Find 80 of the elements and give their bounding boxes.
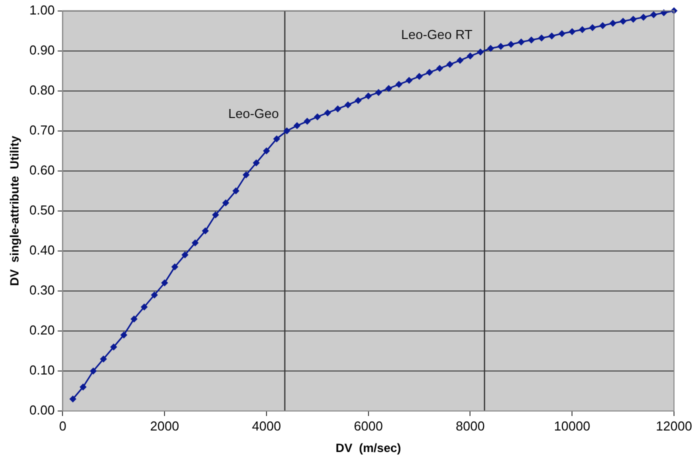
point — [110, 343, 118, 350]
point — [568, 28, 576, 36]
point — [528, 36, 535, 44]
point — [375, 88, 382, 96]
point — [446, 60, 454, 68]
point — [436, 64, 444, 72]
annotation: Leo-Geo — [228, 106, 279, 121]
y-tick-label: 0.20 — [29, 322, 55, 338]
point — [130, 315, 138, 322]
point — [426, 68, 433, 76]
point — [273, 135, 280, 142]
point — [558, 30, 566, 38]
point — [304, 118, 311, 125]
point — [90, 367, 97, 374]
y-tick-label: 0.00 — [29, 402, 55, 418]
point — [222, 199, 230, 206]
point — [344, 101, 352, 108]
point — [364, 92, 372, 100]
y-tick-label: 1.00 — [29, 2, 55, 18]
point — [100, 355, 107, 362]
point — [650, 11, 658, 18]
point — [120, 331, 128, 338]
point — [354, 96, 362, 104]
point — [171, 263, 178, 270]
point — [283, 127, 290, 134]
point — [538, 34, 546, 42]
point — [385, 84, 392, 92]
x-tick-label: 2000 — [150, 418, 180, 434]
point — [588, 24, 596, 32]
point — [609, 20, 616, 27]
point — [192, 239, 199, 246]
point — [242, 171, 250, 178]
point — [212, 211, 220, 218]
point — [416, 72, 423, 80]
point — [599, 22, 606, 30]
y-tick-label: 0.80 — [29, 82, 55, 98]
point — [69, 395, 76, 402]
point — [456, 56, 464, 64]
point — [497, 42, 504, 50]
y-axis-title: DV single-attribute Utility — [8, 136, 22, 286]
y-tick-label: 0.60 — [29, 162, 55, 178]
point — [150, 291, 158, 298]
y-tick-label: 0.50 — [29, 202, 55, 218]
point — [294, 122, 301, 130]
y-tick-label: 0.70 — [29, 122, 55, 138]
y-tick-label: 0.40 — [29, 242, 55, 258]
x-tick-label: 8000 — [456, 418, 485, 434]
point — [640, 14, 647, 21]
annotation: Leo-Geo RT — [401, 27, 472, 42]
point — [202, 227, 209, 234]
x-tick-label: 4000 — [252, 418, 281, 434]
point — [518, 38, 525, 46]
point — [252, 159, 260, 166]
point — [406, 76, 413, 84]
point — [487, 44, 494, 52]
point — [395, 80, 402, 88]
point — [140, 303, 148, 310]
x-tick-label: 10000 — [554, 418, 590, 434]
x-axis-title: DV (m/sec) — [336, 441, 402, 456]
point — [262, 147, 270, 154]
point — [181, 251, 188, 258]
y-tick-label: 0.10 — [29, 362, 55, 378]
point — [232, 187, 240, 194]
point — [507, 40, 514, 48]
point — [80, 383, 87, 390]
point — [161, 279, 168, 286]
point — [578, 26, 586, 34]
point — [620, 18, 627, 25]
x-tick-label: 12000 — [656, 418, 692, 434]
x-tick-label: 0 — [59, 418, 66, 434]
x-tick-label: 6000 — [354, 418, 383, 434]
point — [630, 16, 637, 23]
point — [334, 105, 342, 112]
point — [324, 109, 332, 116]
y-tick-label: 0.30 — [29, 282, 55, 298]
point — [466, 52, 474, 60]
point — [314, 113, 321, 120]
y-tick-label: 0.90 — [29, 42, 55, 58]
point — [476, 48, 484, 56]
point — [548, 32, 556, 40]
